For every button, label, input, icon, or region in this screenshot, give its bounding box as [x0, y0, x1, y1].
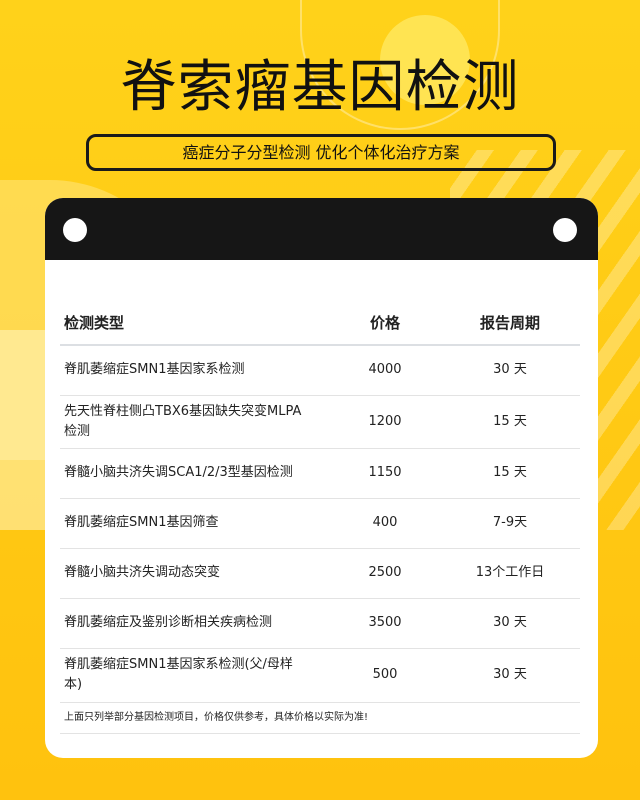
test-type-cell: 脊肌萎缩症SMN1基因家系检测 — [60, 345, 330, 396]
period-cell: 15 天 — [440, 448, 580, 499]
card-header — [45, 198, 598, 260]
price-cell: 400 — [330, 498, 440, 549]
table-row: 脊肌萎缩症SMN1基因家系检测 4000 30 天 — [60, 345, 580, 396]
header-price: 价格 — [330, 300, 440, 346]
period-cell: 30 天 — [440, 598, 580, 649]
period-cell: 30 天 — [440, 345, 580, 396]
table-row: 脊肌萎缩症SMN1基因家系检测(父/母样本) 500 30 天 — [60, 648, 580, 703]
table-row: 脊肌萎缩症及鉴别诊断相关疾病检测 3500 30 天 — [60, 598, 580, 649]
test-type-cell: 脊肌萎缩症及鉴别诊断相关疾病检测 — [60, 598, 330, 649]
test-type-cell: 脊髓小脑共济失调SCA1/2/3型基因检测 — [60, 448, 330, 499]
table-header-row: 检测类型 价格 报告周期 — [60, 300, 580, 346]
period-cell: 13个工作日 — [440, 548, 580, 599]
table-row: 脊髓小脑共济失调SCA1/2/3型基因检测 1150 15 天 — [60, 448, 580, 499]
table-row: 先天性脊柱侧凸TBX6基因缺失突变MLPA检测 1200 15 天 — [60, 395, 580, 449]
price-cell: 1200 — [330, 395, 440, 449]
test-type-cell: 脊髓小脑共济失调动态突变 — [60, 548, 330, 599]
price-table: 检测类型 价格 报告周期 脊肌萎缩症SMN1基因家系检测 4000 30 天先天性脊… — [60, 300, 580, 734]
period-cell: 15 天 — [440, 395, 580, 449]
disclaimer-note: 上面只列举部分基因检测项目，价格仅供参考，具体价格以实际为准! — [60, 702, 580, 734]
period-cell: 7-9天 — [440, 498, 580, 549]
price-card: 检测类型 价格 报告周期 脊肌萎缩症SMN1基因家系检测 4000 30 天先天性脊… — [45, 198, 598, 758]
price-cell: 3500 — [330, 598, 440, 649]
table-row: 脊髓小脑共济失调动态突变 2500 13个工作日 — [60, 548, 580, 599]
price-cell: 2500 — [330, 548, 440, 599]
price-cell: 500 — [330, 648, 440, 703]
table-row: 脊肌萎缩症SMN1基因筛查 400 7-9天 — [60, 498, 580, 549]
page-title: 脊索瘤基因检测 — [120, 55, 520, 120]
period-cell: 30 天 — [440, 648, 580, 703]
decor-circle — [380, 15, 470, 105]
hole-icon — [63, 218, 87, 242]
note-row: 上面只列举部分基因检测项目，价格仅供参考，具体价格以实际为准! — [60, 702, 580, 734]
test-type-cell: 脊肌萎缩症SMN1基因筛查 — [60, 498, 330, 549]
test-type-cell: 脊肌萎缩症SMN1基因家系检测(父/母样本) — [60, 648, 330, 703]
subtitle-box: 癌症分子分型检测 优化个体化治疗方案 — [86, 134, 556, 171]
header-type: 检测类型 — [60, 300, 330, 346]
price-cell: 1150 — [330, 448, 440, 499]
test-type-cell: 先天性脊柱侧凸TBX6基因缺失突变MLPA检测 — [60, 395, 330, 449]
price-cell: 4000 — [330, 345, 440, 396]
hole-icon — [553, 218, 577, 242]
header-period: 报告周期 — [440, 300, 580, 346]
